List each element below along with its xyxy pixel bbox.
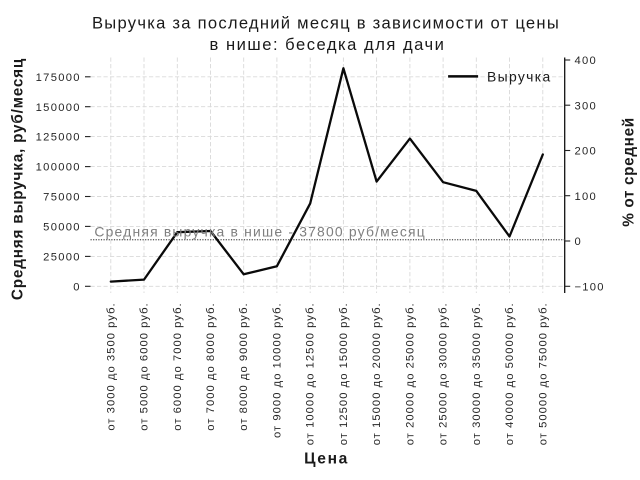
svg-text:от 3000 до 3500 руб.: от 3000 до 3500 руб. — [105, 302, 117, 430]
svg-text:Выручка за последний месяц в з: Выручка за последний месяц в зависимости… — [92, 14, 560, 33]
svg-text:125000: 125000 — [36, 132, 81, 144]
svg-text:Выручка: Выручка — [487, 68, 552, 84]
svg-text:в нише: беседка для дачи: в нише: беседка для дачи — [210, 35, 446, 54]
svg-text:−100: −100 — [575, 281, 605, 293]
svg-text:от 50000 до 75000 руб.: от 50000 до 75000 руб. — [537, 302, 549, 445]
svg-text:от 25000 до 30000 руб.: от 25000 до 30000 руб. — [438, 302, 450, 445]
svg-text:от 9000 до 10000 руб.: от 9000 до 10000 руб. — [271, 302, 283, 438]
svg-text:300: 300 — [575, 100, 597, 112]
svg-text:от 12500 до 15000 руб.: от 12500 до 15000 руб. — [338, 302, 350, 445]
svg-text:от 15000 до 20000 руб.: от 15000 до 20000 руб. — [371, 302, 383, 445]
svg-text:150000: 150000 — [36, 102, 81, 114]
svg-text:от 7000 до 8000 руб.: от 7000 до 8000 руб. — [205, 302, 217, 430]
svg-text:от 6000 до 7000 руб.: от 6000 до 7000 руб. — [172, 302, 184, 430]
svg-text:0: 0 — [73, 281, 81, 293]
svg-text:от 5000 до 6000 руб.: от 5000 до 6000 руб. — [139, 302, 151, 430]
svg-text:Средняя выручка, руб/месяц: Средняя выручка, руб/месяц — [10, 58, 27, 300]
svg-text:25000: 25000 — [43, 252, 81, 264]
svg-text:0: 0 — [575, 236, 582, 248]
svg-text:100: 100 — [575, 191, 597, 203]
svg-text:Цена: Цена — [304, 451, 349, 468]
svg-text:Средняя выручка в нише - 37800: Средняя выручка в нише - 37800 руб/месяц — [94, 223, 426, 239]
svg-text:75000: 75000 — [43, 192, 81, 204]
svg-text:от 8000 до 9000 руб.: от 8000 до 9000 руб. — [238, 302, 250, 430]
svg-text:100000: 100000 — [36, 162, 81, 174]
svg-text:от 40000 до 50000 руб.: от 40000 до 50000 руб. — [504, 302, 516, 445]
svg-text:400: 400 — [575, 55, 597, 67]
svg-text:% от средней: % от средней — [621, 117, 638, 227]
svg-text:200: 200 — [575, 146, 597, 158]
svg-text:от 10000 до 12500 руб.: от 10000 до 12500 руб. — [305, 302, 317, 445]
svg-text:от 20000 до 25000 руб.: от 20000 до 25000 руб. — [404, 302, 416, 445]
svg-text:175000: 175000 — [36, 72, 81, 84]
svg-text:50000: 50000 — [43, 222, 81, 234]
svg-text:от 30000 до 35000 руб.: от 30000 до 35000 руб. — [471, 302, 483, 445]
